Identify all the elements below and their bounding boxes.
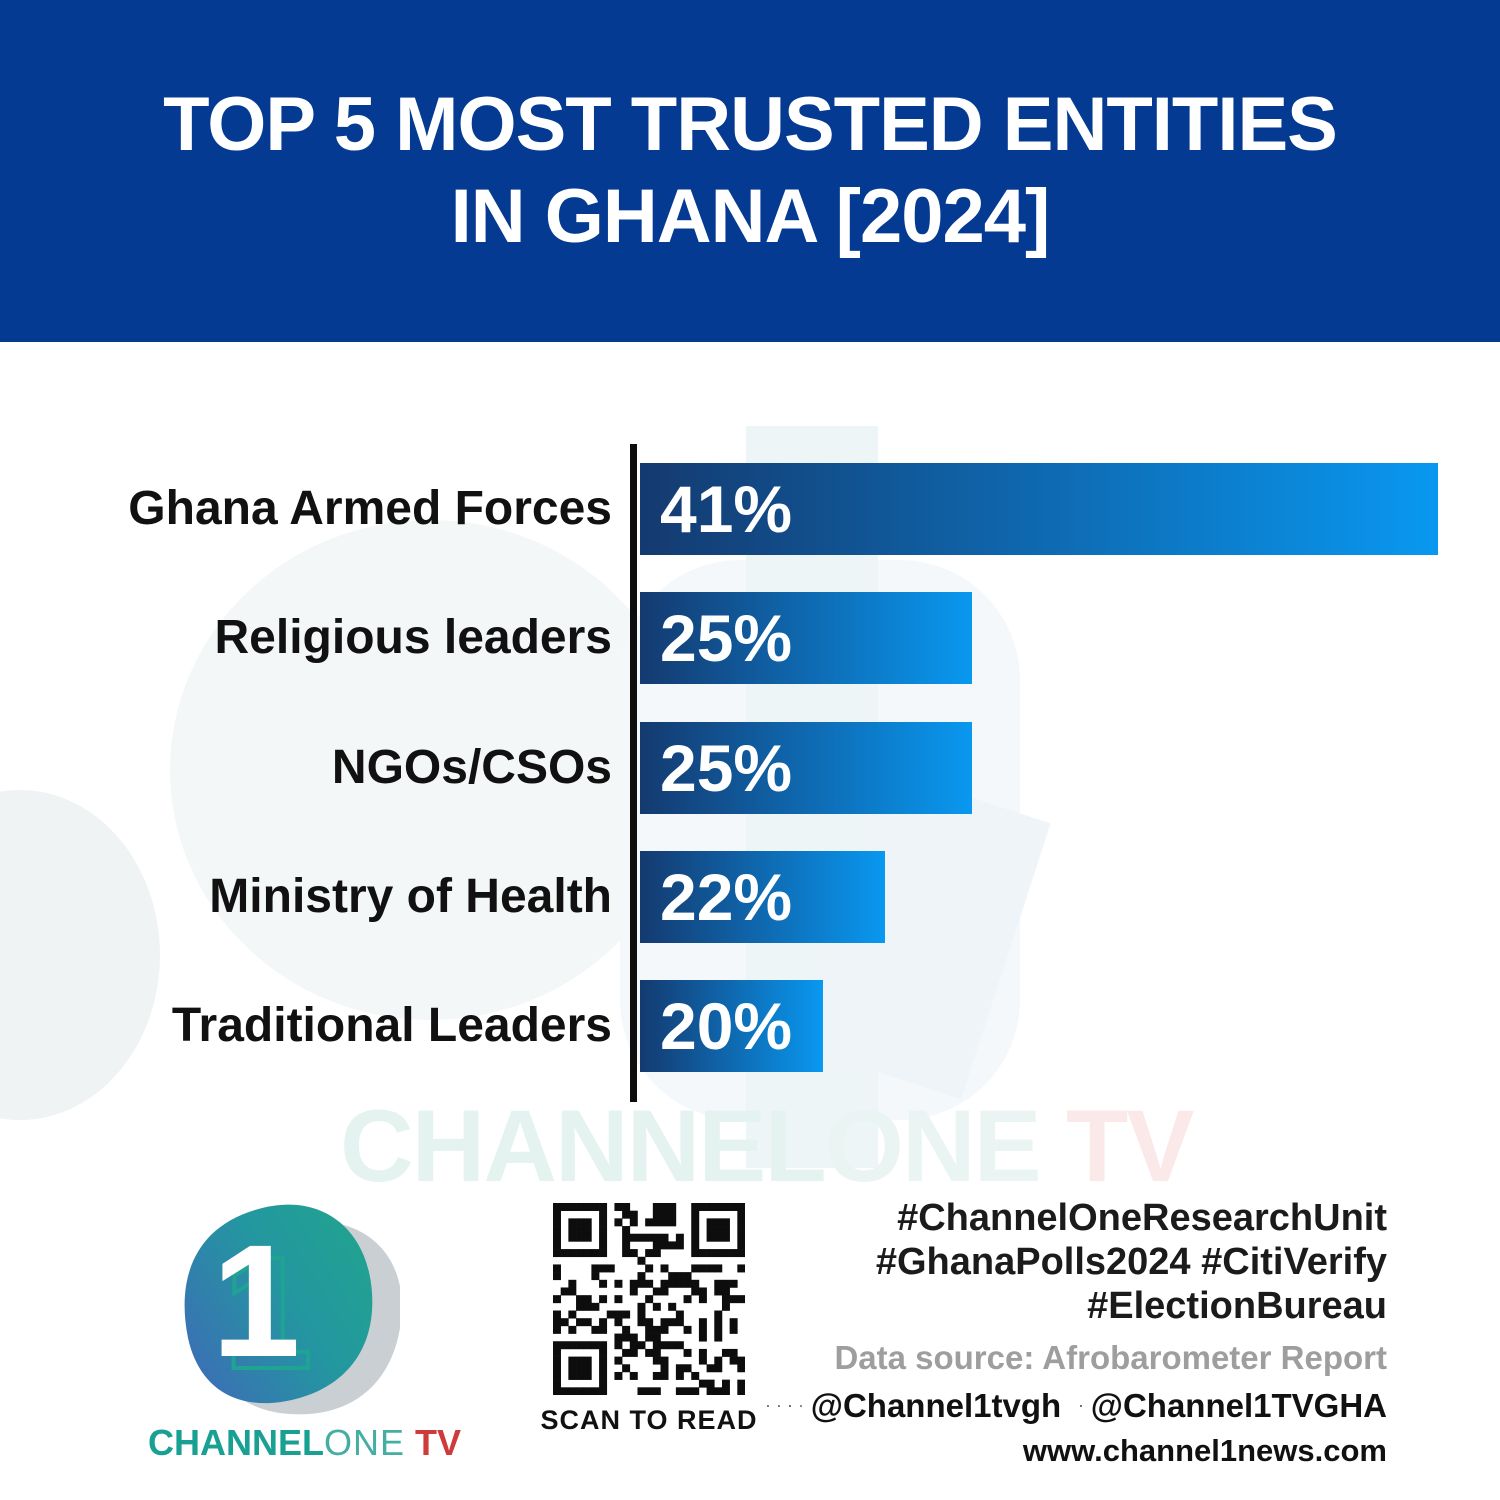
logo-wordmark-tv: TV [415, 1422, 462, 1463]
bar-value-label: 41% [660, 472, 793, 546]
logo-front-pick [184, 1204, 373, 1404]
social-handle-main: @Channel1tvgh [810, 1387, 1062, 1424]
bar-category-label: Traditional Leaders [171, 999, 612, 1052]
youtube-icon [799, 1405, 802, 1407]
header-band: TOP 5 MOST TRUSTED ENTITIES IN GHANA [20… [0, 0, 1500, 342]
bar-value-label: 22% [660, 860, 793, 934]
tiktok-icon: ♪ [788, 1405, 791, 1407]
qr-caption: SCAN TO READ [540, 1405, 758, 1435]
bar-category-label: Religious leaders [214, 611, 612, 664]
bar-category-label: NGOs/CSOs [331, 741, 612, 794]
watermark-channel: CHANNEL [340, 1089, 827, 1203]
page-title-line1: TOP 5 MOST TRUSTED ENTITIES [163, 82, 1338, 167]
bar: 25% [640, 722, 972, 814]
bar-category-label: Ghana Armed Forces [128, 482, 612, 535]
footer-right-column: #ChannelOneResearchUnit #GhanaPolls2024 … [767, 1196, 1387, 1468]
logo-wordmark-channel: CHANNEL [148, 1422, 324, 1463]
page-title-line2: IN GHANA [2024] [450, 174, 1051, 259]
channel-one-logo: 1 1 [184, 1204, 400, 1415]
x-icon: X [1079, 1405, 1082, 1407]
watermark-tv [1040, 1089, 1066, 1203]
hashtag-line-3: #ElectionBureau [1087, 1285, 1387, 1327]
bar-value-label: 20% [660, 989, 793, 1063]
logo-wordmark-one: ONE [324, 1422, 406, 1463]
data-source-note: Data source: Afrobarometer Report [834, 1339, 1387, 1376]
logo-one-outline: 1 [224, 1223, 313, 1402]
bar: 25% [640, 592, 972, 684]
qr-code [553, 1203, 745, 1395]
website-url: www.channel1news.com [1022, 1433, 1387, 1468]
hashtag-line-2: #GhanaPolls2024 #CitiVerify [875, 1241, 1387, 1283]
background-blob [0, 790, 160, 1120]
watermark-one: ONE [824, 1089, 1042, 1203]
brand-watermark: CHANNELONE TV [340, 1088, 1194, 1205]
bar-value-label: 25% [660, 731, 793, 805]
background-blob [170, 520, 690, 1020]
logo-wordmark-space [405, 1422, 415, 1463]
instagram-icon [778, 1405, 780, 1407]
bar: 22% [640, 851, 885, 943]
bar-value-label: 25% [660, 601, 793, 675]
bar: 41% [640, 463, 1438, 555]
watermark-tv-text: TV [1066, 1089, 1194, 1203]
logo-one-numeral: 1 [212, 1211, 301, 1390]
facebook-icon: f [767, 1405, 769, 1407]
bar: 20% [640, 980, 823, 1072]
bar-category-label: Ministry of Health [209, 870, 612, 923]
chart-axis [630, 444, 637, 1102]
social-handle-x: @Channel1TVGHA [1090, 1387, 1387, 1424]
logo-wordmark: CHANNELONE TV [148, 1422, 461, 1464]
svg-text:♪: ♪ [790, 1405, 791, 1407]
hashtag-line-1: #ChannelOneResearchUnit [897, 1197, 1387, 1239]
social-row: f ♪ @Channel1tvgh X @ [767, 1386, 1387, 1426]
svg-text:X: X [1080, 1405, 1081, 1407]
